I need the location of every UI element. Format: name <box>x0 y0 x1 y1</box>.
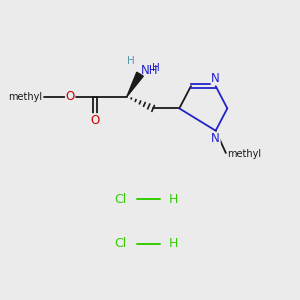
Text: NH: NH <box>141 64 158 77</box>
Text: H: H <box>169 193 178 206</box>
Text: N: N <box>211 72 220 85</box>
Polygon shape <box>127 72 143 97</box>
Text: Cl: Cl <box>115 193 127 206</box>
Text: methyl: methyl <box>8 92 43 101</box>
Text: O: O <box>90 114 100 127</box>
Text: N: N <box>211 132 220 145</box>
Text: H: H <box>128 56 135 66</box>
Text: Cl: Cl <box>115 237 127 250</box>
Text: O: O <box>66 90 75 103</box>
Text: H: H <box>169 237 178 250</box>
Text: methyl: methyl <box>227 148 261 159</box>
Text: H: H <box>152 63 160 73</box>
